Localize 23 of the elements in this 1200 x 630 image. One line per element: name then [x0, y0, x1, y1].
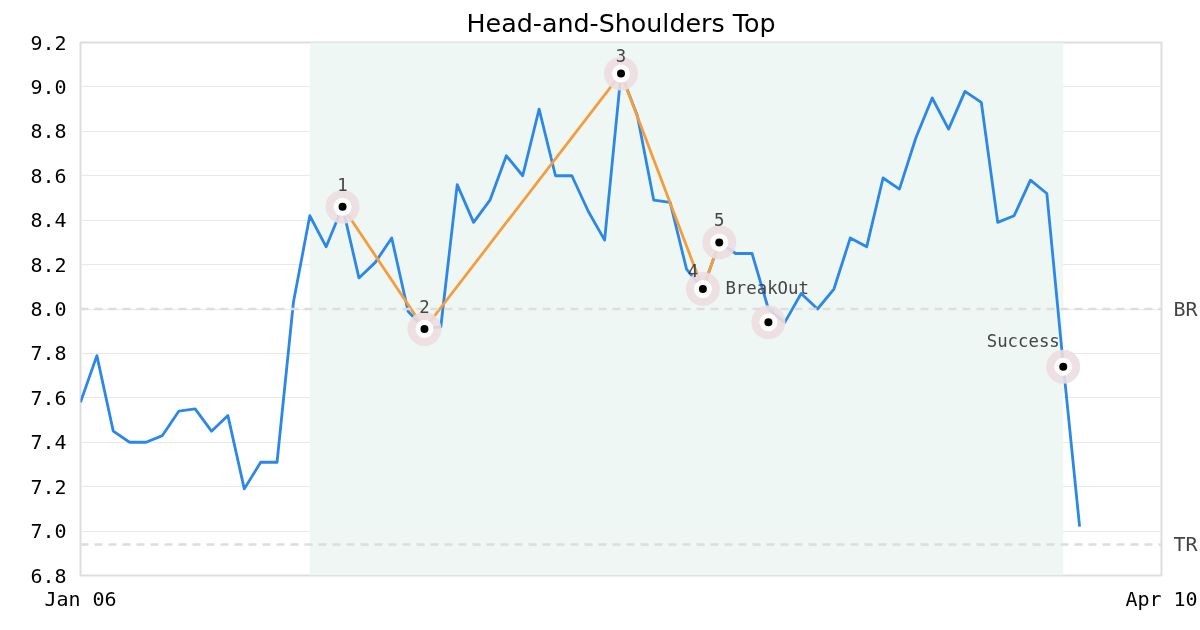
y-tick-label: 8.4: [30, 208, 67, 233]
ref-line-label: TR: [1173, 532, 1199, 557]
ref-line-label: BR: [1173, 297, 1199, 321]
y-tick-label: 8.8: [30, 119, 67, 144]
annotation: 2: [419, 296, 430, 317]
y-tick-label: 7.8: [30, 341, 67, 366]
y-tick-label: 7.2: [30, 474, 67, 499]
y-tick-label: 6.8: [30, 563, 67, 588]
annotation: 3: [615, 45, 627, 66]
annotation: Success: [986, 330, 1060, 351]
y-tick-label: 7.0: [30, 519, 67, 544]
y-tick-label: 9.0: [30, 74, 67, 99]
y-tick-label: 8.2: [30, 252, 67, 277]
x-tick-label: Jan 06: [44, 586, 117, 611]
chart-title: Head-and-Shoulders Top: [466, 7, 776, 38]
annotation: 5: [714, 210, 725, 231]
y-tick-label: 7.4: [30, 430, 67, 455]
y-tick-label: 7.6: [30, 385, 67, 410]
y-tick-label: 9.2: [30, 30, 67, 55]
y-tick-label: 8.0: [30, 297, 67, 321]
x-tick-label: Apr 10: [1125, 586, 1198, 611]
annotation: 1: [337, 174, 348, 195]
y-tick-label: 8.6: [30, 163, 67, 188]
